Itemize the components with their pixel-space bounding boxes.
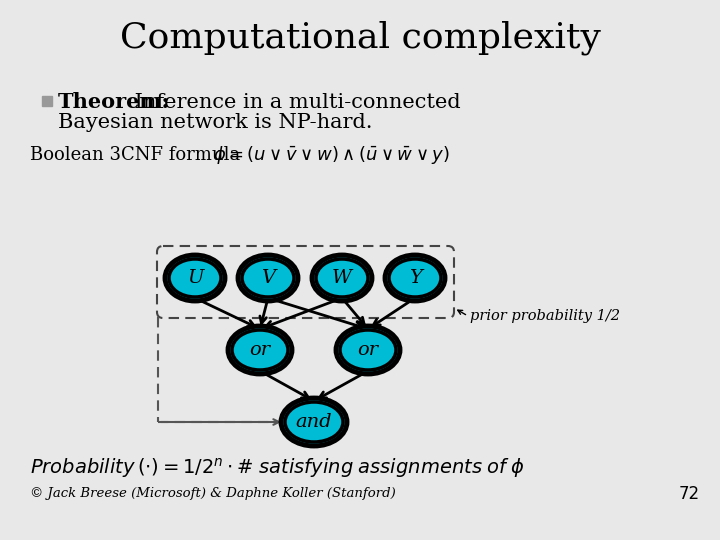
Ellipse shape bbox=[232, 330, 288, 370]
Text: or: or bbox=[249, 341, 271, 359]
Ellipse shape bbox=[228, 326, 292, 374]
Ellipse shape bbox=[242, 259, 294, 297]
Text: 72: 72 bbox=[679, 485, 700, 503]
Text: $\mathit{Probability\,(\cdot) = 1/2^n \cdot \# \;satisfying\; assignments\; of\;: $\mathit{Probability\,(\cdot) = 1/2^n \c… bbox=[30, 456, 525, 480]
Ellipse shape bbox=[312, 255, 372, 301]
Text: Computational complexity: Computational complexity bbox=[120, 21, 600, 55]
Ellipse shape bbox=[169, 259, 221, 297]
Bar bbox=[42, 96, 52, 106]
Text: U: U bbox=[186, 269, 203, 287]
Ellipse shape bbox=[285, 402, 343, 442]
Ellipse shape bbox=[238, 255, 298, 301]
Text: Y: Y bbox=[408, 269, 421, 287]
Ellipse shape bbox=[165, 255, 225, 301]
Text: Inference in a multi-connected: Inference in a multi-connected bbox=[128, 92, 461, 111]
Ellipse shape bbox=[281, 398, 347, 446]
Text: and: and bbox=[296, 413, 333, 431]
Text: V: V bbox=[261, 269, 275, 287]
Ellipse shape bbox=[389, 259, 441, 297]
Text: $\phi= (u\vee \bar{v} \vee w)\wedge (\bar{u} \vee \bar{w} \vee y)$: $\phi= (u\vee \bar{v} \vee w)\wedge (\ba… bbox=[213, 144, 450, 166]
Text: W: W bbox=[332, 269, 352, 287]
Text: Bayesian network is NP-hard.: Bayesian network is NP-hard. bbox=[58, 112, 372, 132]
Text: Theorem:: Theorem: bbox=[58, 92, 170, 112]
Ellipse shape bbox=[340, 330, 396, 370]
Text: prior probability 1/2: prior probability 1/2 bbox=[470, 309, 620, 323]
Text: Boolean 3CNF formula: Boolean 3CNF formula bbox=[30, 146, 246, 164]
Ellipse shape bbox=[385, 255, 445, 301]
Text: or: or bbox=[357, 341, 379, 359]
Ellipse shape bbox=[316, 259, 368, 297]
Ellipse shape bbox=[336, 326, 400, 374]
Text: © Jack Breese (Microsoft) & Daphne Koller (Stanford): © Jack Breese (Microsoft) & Daphne Kolle… bbox=[30, 488, 396, 501]
